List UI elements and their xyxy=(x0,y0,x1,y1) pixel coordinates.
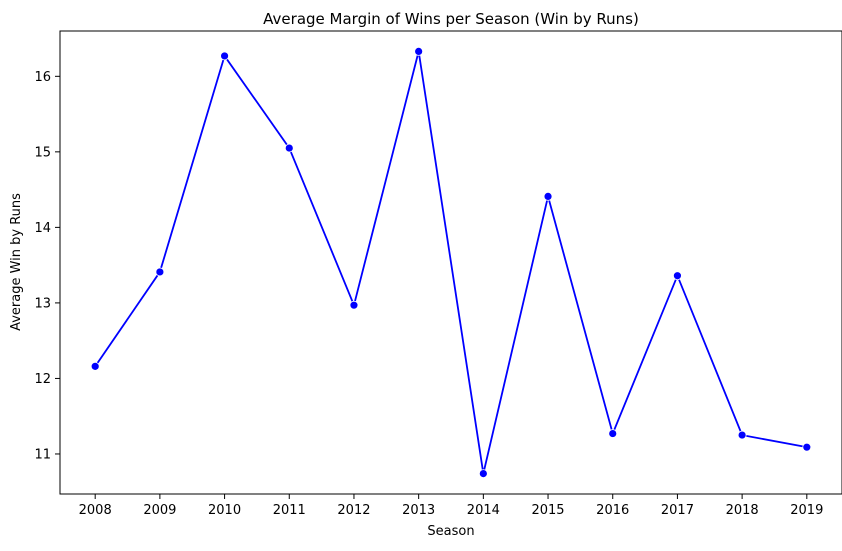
y-tick-label: 12 xyxy=(34,372,51,387)
data-point xyxy=(414,46,424,56)
y-axis-ticks: 11 12 13 14 15 16 xyxy=(34,70,60,462)
x-tick-label: 2009 xyxy=(143,503,176,518)
series-line xyxy=(94,51,807,474)
x-axis-label: Season xyxy=(427,524,474,539)
x-axis-ticks: 2008 2009 2010 2011 2012 2013 2014 2015 2016 2017… xyxy=(79,494,823,518)
data-point xyxy=(802,442,812,452)
x-tick-label: 2015 xyxy=(531,503,564,518)
x-tick-label: 2016 xyxy=(596,503,629,518)
data-point xyxy=(220,51,229,61)
data-point xyxy=(155,267,165,277)
y-tick-label: 11 xyxy=(34,447,51,462)
x-tick-label: 2011 xyxy=(273,503,306,518)
data-point xyxy=(737,430,747,440)
x-tick-label: 2012 xyxy=(337,503,370,518)
chart-title: Average Margin of Wins per Season (Win b… xyxy=(263,10,639,28)
data-point xyxy=(90,361,100,371)
y-tick-label: 15 xyxy=(34,145,51,160)
x-tick-label: 2018 xyxy=(726,503,759,518)
plot-frame xyxy=(59,30,842,495)
y-axis-label: Average Win by Runs xyxy=(9,193,24,331)
y-tick-label: 16 xyxy=(34,70,51,85)
x-tick-label: 2013 xyxy=(402,503,435,518)
data-points xyxy=(90,46,812,479)
data-point xyxy=(608,429,618,438)
x-tick-label: 2010 xyxy=(208,503,241,518)
data-point xyxy=(478,469,488,479)
data-point xyxy=(349,300,359,310)
x-tick-label: 2019 xyxy=(790,503,823,518)
data-point xyxy=(673,271,682,281)
x-tick-label: 2014 xyxy=(467,503,500,518)
y-tick-label: 13 xyxy=(34,296,51,311)
x-tick-label: 2017 xyxy=(661,503,694,518)
data-point xyxy=(543,192,553,201)
data-point xyxy=(284,143,294,153)
y-tick-label: 14 xyxy=(34,221,51,236)
x-tick-label: 2008 xyxy=(79,503,112,518)
